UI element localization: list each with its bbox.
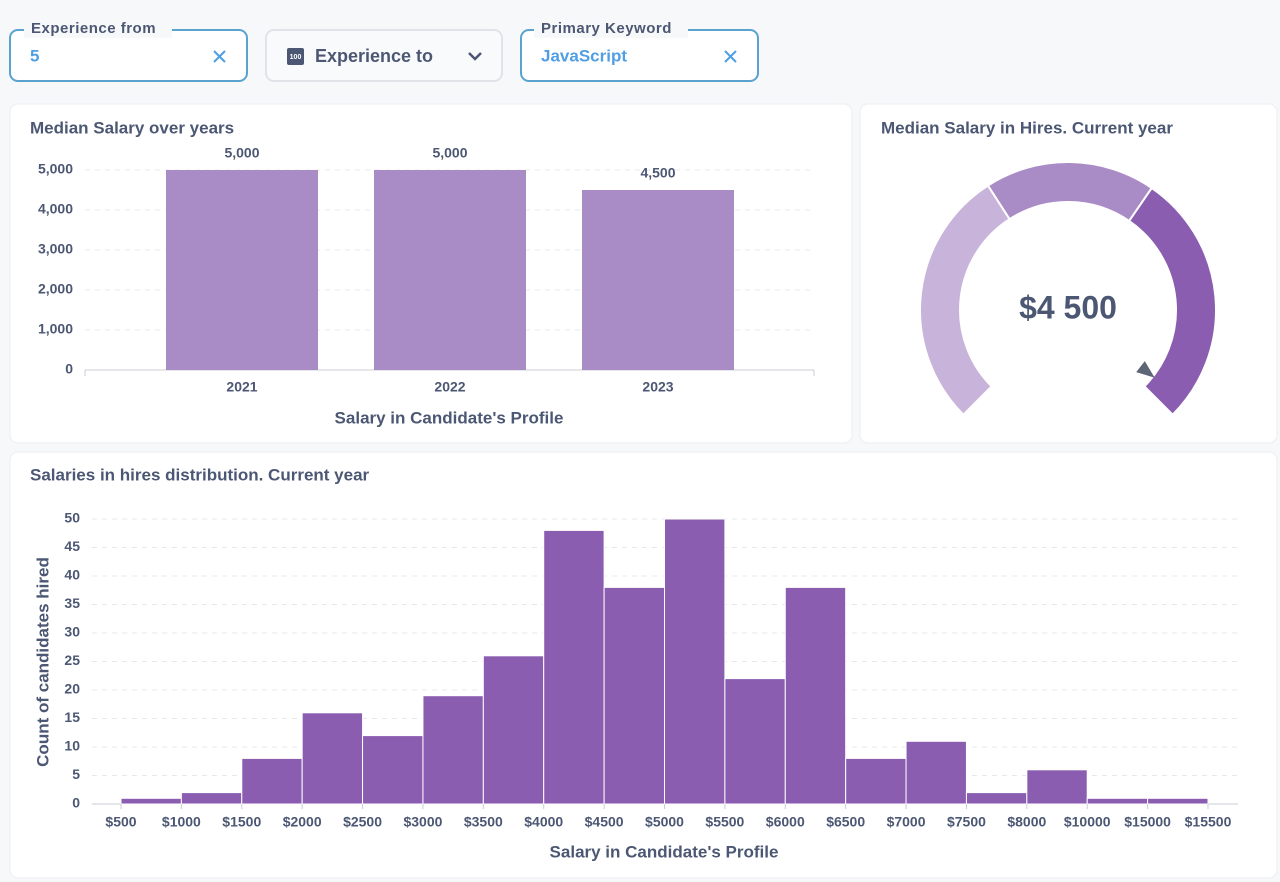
- x-tick-label: $2000: [283, 814, 322, 830]
- bar: [301, 712, 364, 805]
- x-tick-label: $500: [105, 814, 136, 830]
- y-tick-label: 0: [72, 795, 80, 811]
- x-tick-label: $5000: [645, 814, 684, 830]
- x-tick-label: $3000: [403, 814, 442, 830]
- y-tick-label: 5,000: [38, 161, 73, 177]
- bar: [603, 586, 665, 805]
- filter-label: Primary Keyword: [541, 20, 672, 37]
- card: [859, 103, 1278, 444]
- data-label: 5,000: [432, 145, 467, 161]
- chart-title: Salaries in hires distribution. Current …: [30, 465, 370, 484]
- bar: [241, 757, 303, 805]
- bar: [422, 695, 484, 805]
- bar: [905, 740, 967, 805]
- bar: [784, 586, 847, 805]
- bar: [1086, 797, 1149, 805]
- bar: [845, 757, 907, 805]
- x-tick-label: $6000: [766, 814, 805, 830]
- bar: [1026, 769, 1088, 805]
- x-tick-label: $10000: [1064, 814, 1111, 830]
- y-tick-label: 20: [64, 681, 80, 697]
- bar: [120, 797, 182, 805]
- y-tick-label: 5: [72, 766, 80, 782]
- bar: [543, 529, 605, 805]
- x-tick-label: $8000: [1007, 814, 1046, 830]
- y-tick-label: 35: [64, 595, 80, 611]
- bar: [482, 655, 545, 805]
- bar: [965, 792, 1028, 805]
- y-tick-label: 40: [64, 567, 80, 583]
- y-tick-label: 15: [64, 709, 80, 725]
- y-tick-label: 45: [64, 538, 80, 554]
- x-axis-label: Salary in Candidate's Profile: [335, 408, 564, 427]
- x-tick-label: $4500: [585, 814, 624, 830]
- chart-title: Median Salary in Hires. Current year: [881, 118, 1173, 137]
- bar: [582, 190, 734, 370]
- x-axis-label: Salary in Candidate's Profile: [550, 842, 779, 861]
- bar: [664, 518, 726, 805]
- y-tick-label: 0: [65, 361, 73, 377]
- x-tick-label: $1500: [222, 814, 261, 830]
- filter-value: JavaScript: [541, 46, 627, 65]
- filter-value: 5: [30, 46, 39, 65]
- y-tick-label: 30: [64, 624, 80, 640]
- filter-icon: [287, 48, 304, 65]
- filter-box[interactable]: [265, 29, 503, 82]
- y-tick-label: 50: [64, 510, 80, 526]
- chevron[interactable]: [468, 52, 482, 61]
- y-tick-label: 3,000: [38, 241, 73, 257]
- data-label: 5,000: [224, 145, 259, 161]
- bar: [362, 735, 424, 805]
- y-tick-label: 10: [64, 738, 80, 754]
- clear-icon[interactable]: [213, 50, 226, 63]
- x-tick-label: 2023: [642, 379, 673, 395]
- data-label: 4,500: [640, 165, 675, 181]
- y-tick-label: 2,000: [38, 281, 73, 297]
- x-tick-label: $15000: [1124, 814, 1171, 830]
- x-tick-label: $7000: [887, 814, 926, 830]
- bar: [1147, 797, 1209, 805]
- y-axis-label: Count of candidates hired: [33, 557, 52, 767]
- legend-bg: [534, 20, 688, 38]
- x-tick-label: $1000: [162, 814, 201, 830]
- gauge-pointer: [1136, 361, 1155, 378]
- legend-bg: [24, 20, 172, 38]
- filter-icon-text: 100: [290, 54, 302, 61]
- bar: [180, 792, 243, 805]
- y-tick-label: 4,000: [38, 201, 73, 217]
- filter-label: Experience from: [31, 20, 156, 37]
- bar: [166, 170, 318, 370]
- clear-icon[interactable]: [724, 50, 737, 63]
- y-tick-label: 1,000: [38, 321, 73, 337]
- x-tick-label: $6500: [826, 814, 865, 830]
- x-tick-label: $3500: [464, 814, 503, 830]
- filter-placeholder: Experience to: [315, 46, 433, 66]
- x-tick-label: $2500: [343, 814, 382, 830]
- bar: [374, 170, 526, 370]
- x-tick-label: 2021: [226, 379, 257, 395]
- gauge-value: $4 500: [1019, 289, 1117, 325]
- bar: [724, 678, 786, 805]
- y-tick-label: 25: [64, 652, 80, 668]
- x-tick-label: $5500: [705, 814, 744, 830]
- x-tick-label: $7500: [947, 814, 986, 830]
- x-tick-label: $4000: [524, 814, 563, 830]
- gauge-segment: [1127, 186, 1217, 417]
- x-tick-label: $15500: [1185, 814, 1232, 830]
- chart-title: Median Salary over years: [30, 118, 234, 137]
- x-tick-label: 2022: [434, 379, 465, 395]
